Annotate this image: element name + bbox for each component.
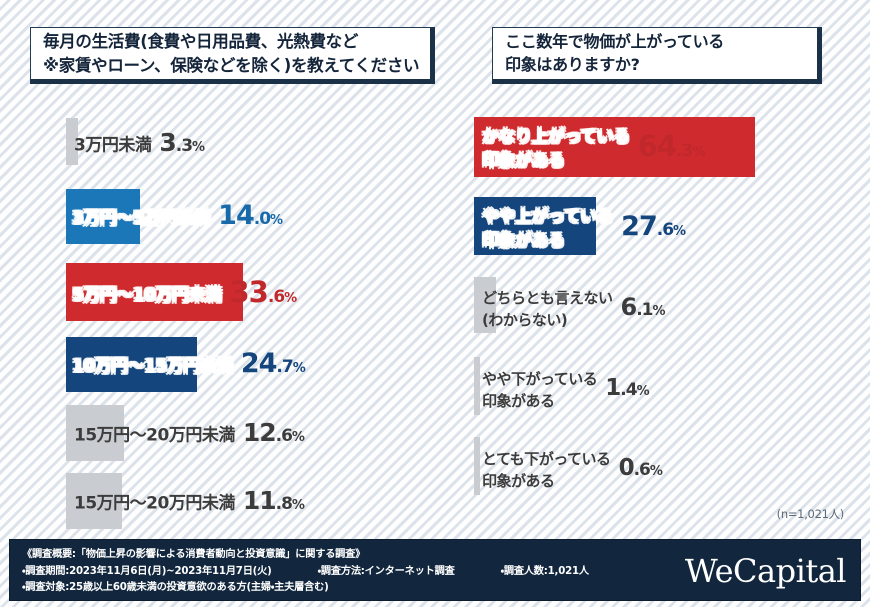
sample-size-note: (n=1,021人) [776, 507, 845, 521]
chart-row-label: 15万円～20万円未満 12.6% [74, 418, 305, 449]
chart-bar [474, 277, 496, 333]
chart-row-label: やや下がっている 印象がある 1.4% [482, 368, 650, 412]
chart-row-category: 5万円～10万円未満 [72, 285, 222, 306]
chart-row-category: やや下がっている 印象がある [482, 370, 598, 410]
chart-row-label: 3万円～5万円未満 14.0% [72, 200, 283, 233]
chart-row: とても下がっている 印象がある 0.6% [474, 437, 870, 495]
chart-row-category: かなり上がっている 印象がある [482, 127, 630, 171]
chart-row-label: 15万円～20万円未満 11.8% [74, 486, 305, 517]
chart-row-category: どちらとも言えない (わからない) [482, 289, 613, 329]
left-question-title: 毎月の生活費(食費や日用品費、光熱費など ※家賃やローン、保険などを除く)を教え… [43, 32, 420, 75]
chart-row: やや上がっている 印象がある 27.6% [474, 197, 870, 255]
chart-row-value: 6.1% [620, 292, 666, 321]
chart-bar [66, 337, 197, 392]
chart-row-category: 10万円～15万円未満 [72, 356, 233, 377]
chart-row: 5万円～10万円未満 33.6% [66, 263, 486, 321]
chart-row-value: 3.3% [159, 128, 205, 157]
chart-row-category: とても下がっている 印象がある [482, 450, 611, 490]
chart-row: どちらとも言えない (わからない) 6.1% [474, 277, 870, 333]
footer-method: ・調査方法:インターネット調査 [317, 565, 455, 577]
chart-row-category: 3万円～5万円未満 [72, 208, 211, 229]
chart-row-value: 24.7% [240, 348, 306, 379]
chart-row-category: 15万円～20万円未満 [74, 425, 235, 446]
footer-count: ・調査人数:1,021人 [500, 565, 590, 577]
footer-line-period-row: ・調査期間:2023年11月6日(月)~2023年11月7日(火) ・調査方法:イ… [22, 564, 589, 581]
left-question-title-box: 毎月の生活費(食費や日用品費、光熱費など ※家賃やローン、保険などを除く)を教え… [30, 27, 435, 84]
chart-bar [474, 117, 755, 177]
chart-row-value: 0.6% [618, 455, 663, 481]
chart-row-value: 1.4% [605, 375, 649, 401]
chart-row-value: 12.6% [242, 418, 305, 447]
chart-row-value: 64.3% [637, 128, 706, 163]
chart-row-category: 15万円～20万円未満 [74, 493, 235, 514]
chart-bar [474, 197, 596, 255]
chart-bar [66, 189, 140, 244]
chart-row-label: かなり上がっている 印象がある 64.3% [482, 125, 706, 173]
survey-footer-text: 《調査概要:「物価上昇の影響による消費者動向と投資意識」に関する調査》 ・調査期… [22, 547, 589, 597]
right-bar-chart: かなり上がっている 印象がある 64.3% やや上がっている 印象がある 27.6% ど… [455, 105, 870, 525]
left-bar-chart: 3万円未満 3.3% 3万円～5万円未満 14.0% 5万円～10万円未満 33.6% 10… [0, 105, 440, 529]
chart-row: 10万円～15万円未満 24.7% [66, 337, 486, 392]
chart-row-label: とても下がっている 印象がある 0.6% [482, 448, 663, 492]
chart-bar [66, 405, 124, 461]
chart-row-category: 3万円未満 [74, 135, 152, 156]
chart-row-category: やや上がっている 印象がある [482, 207, 614, 251]
chart-row: かなり上がっている 印象がある 64.3% [474, 117, 870, 177]
chart-row: 3万円～5万円未満 14.0% [66, 189, 486, 244]
chart-bar [66, 473, 122, 529]
chart-row: やや下がっている 印象がある 1.4% [474, 357, 870, 415]
right-question-title-box: ここ数年で物価が上がっている 印象はありますか? [492, 27, 822, 84]
wecapital-logo: WeCapital [684, 552, 847, 590]
chart-row: 15万円～20万円未満 12.6% [66, 405, 486, 461]
footer-line-overview: 《調査概要:「物価上昇の影響による消費者動向と投資意識」に関する調査》 [22, 549, 366, 560]
chart-row: 3万円未満 3.3% [66, 118, 486, 165]
chart-row: 15万円～20万円未満 11.8% [66, 473, 486, 529]
chart-bar [474, 437, 480, 495]
chart-row-value: 33.6% [229, 275, 298, 309]
right-question-title: ここ数年で物価が上がっている 印象はありますか? [505, 31, 725, 74]
chart-bar [474, 357, 480, 415]
chart-row-label: 3万円未満 3.3% [74, 128, 205, 159]
chart-row-value: 14.0% [218, 200, 283, 231]
survey-footer: 《調査概要:「物価上昇の影響による消費者動向と投資意識」に関する調査》 ・調査期… [9, 539, 861, 601]
footer-line-target: ・調査対象:25歳以上60歳未満の投資意欲のある方(主婦・主夫層含む) [22, 582, 329, 594]
chart-bar [66, 263, 243, 321]
chart-row-value: 27.6% [621, 210, 686, 242]
footer-period: ・調査期間:2023年11月6日(月)~2023年11月7日(火) [22, 565, 272, 577]
chart-row-value: 11.8% [242, 486, 305, 515]
chart-row-label: やや上がっている 印象がある 27.6% [482, 205, 686, 253]
chart-bar [66, 118, 78, 165]
chart-row-label: どちらとも言えない (わからない) 6.1% [482, 287, 666, 331]
chart-row-label: 10万円～15万円未満 24.7% [72, 348, 306, 381]
chart-row-label: 5万円～10万円未満 33.6% [72, 275, 298, 312]
